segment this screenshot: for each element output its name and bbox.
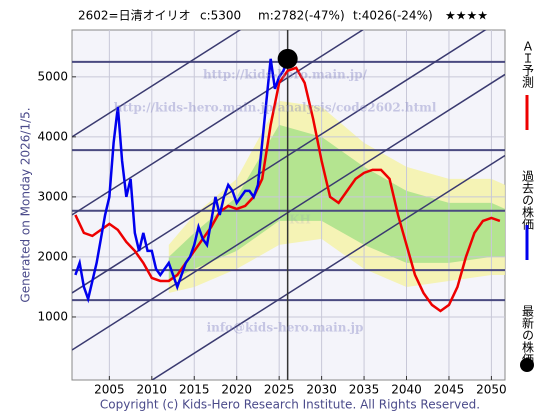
series-line	[74, 66, 501, 313]
trend-line	[72, 73, 505, 351]
title-part: t:4026(-24%)	[353, 9, 433, 23]
y-tick-label: 5000	[37, 69, 68, 83]
title-code: 2602=日清オイリオ	[78, 9, 191, 23]
x-tick-label: 2030	[306, 383, 337, 397]
x-tick-label: 2020	[221, 383, 252, 397]
x-tick-label: 2045	[434, 383, 465, 397]
y-tick-label: 2000	[37, 249, 68, 263]
trend-line	[72, 30, 487, 294]
watermark: info@kids-hero.main.jp	[207, 321, 364, 335]
x-tick-label: 2005	[94, 383, 125, 397]
x-tick-label: 2025	[264, 383, 295, 397]
watermark: http://kids-hero.main.jp/analysis/code26…	[114, 101, 437, 115]
title-part: ★★★★	[445, 9, 488, 23]
latest-price-dot	[277, 48, 298, 69]
y-tick-label: 4000	[37, 129, 68, 143]
legend-label: 最新の株価	[521, 305, 535, 365]
legend-swatch	[520, 358, 534, 372]
x-tick-label: 2050	[476, 383, 507, 397]
y-tick-label: 1000	[37, 309, 68, 323]
x-tick-label: 2040	[391, 383, 422, 397]
watermark: http://kids-hero.main.jp/	[203, 68, 368, 82]
trend-line	[72, 30, 242, 138]
x-tick-label: 2010	[137, 383, 168, 397]
legend-label: 過去の株価	[521, 170, 535, 230]
side-label: Generated on Monday 2026/1/5.	[19, 107, 33, 302]
title-part: c:5300	[200, 9, 241, 23]
x-tick-label: 2015	[179, 383, 210, 397]
footer: Copyright (c) Kids-Hero Research Institu…	[100, 398, 480, 412]
trend-line	[72, 30, 364, 216]
title-part: m:2782(-47%)	[258, 9, 345, 23]
legend-label: ＡＩ予測	[521, 40, 535, 89]
watermark: KH	[289, 213, 311, 227]
y-tick-label: 3000	[37, 189, 68, 203]
trend-line	[150, 154, 505, 380]
series-line	[74, 58, 289, 304]
x-tick-label: 2035	[349, 383, 380, 397]
